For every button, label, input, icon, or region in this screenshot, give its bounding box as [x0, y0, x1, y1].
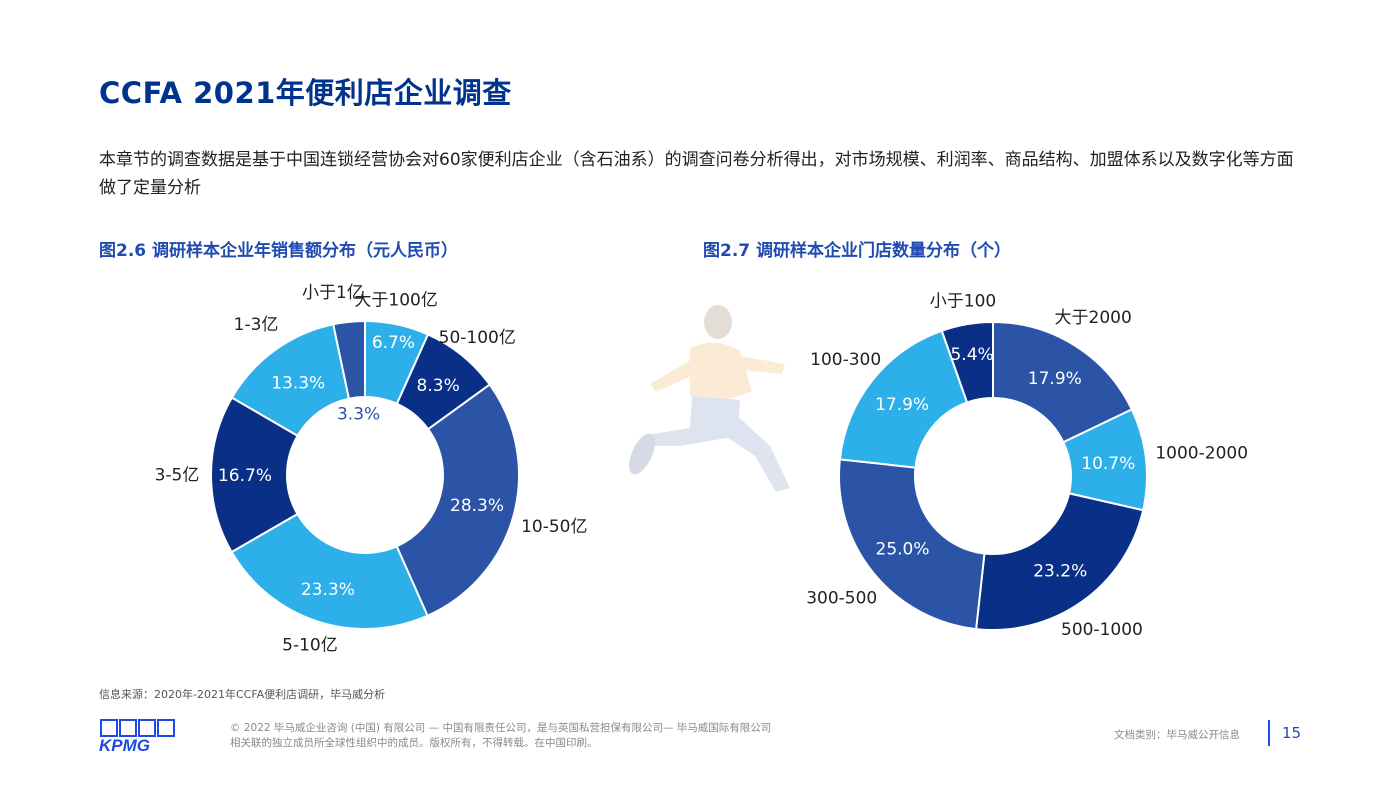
donut-slice [940, 320, 994, 404]
category-label: 小于1亿 [302, 283, 364, 303]
donut-slice [838, 329, 969, 469]
source-note: 信息来源：2020年-2021年CCFA便利店调研，毕马威分析 [99, 688, 386, 701]
data-label: 13.3% [271, 374, 325, 394]
data-label: 5.4% [950, 345, 993, 365]
data-label: 28.3% [450, 496, 504, 516]
category-label: 500-1000 [1061, 620, 1143, 640]
donut-slice [992, 320, 1134, 444]
category-label: 50-100亿 [439, 328, 516, 348]
category-label: 小于100 [930, 292, 996, 312]
category-label: 3-5亿 [155, 466, 200, 486]
data-label: 17.9% [875, 395, 929, 415]
category-label: 大于2000 [1055, 308, 1132, 328]
data-label: 16.7% [218, 466, 272, 486]
category-label: 1000-2000 [1155, 444, 1248, 464]
document-type: 文档类别：毕马威公开信息 [1114, 729, 1240, 741]
category-label: 300-500 [806, 588, 877, 608]
data-label: 8.3% [417, 376, 460, 396]
data-label: 10.7% [1081, 454, 1135, 474]
intro-paragraph: 本章节的调查数据是基于中国连锁经营协会对60家便利店企业（含石油系）的调查问卷分… [99, 150, 1294, 198]
svg-text:KPMG: KPMG [99, 736, 150, 754]
category-label: 100-300 [810, 350, 881, 370]
category-label: 1-3亿 [234, 315, 279, 335]
data-label: 25.0% [876, 540, 930, 560]
footer-line-2: 相关联的独立成员所全球性组织中的成员。版权所有，不得转载。在中国印刷。 [230, 737, 598, 749]
data-label: 6.7% [372, 333, 415, 353]
chart-title-stores: 图2.7 调研样本企业门店数量分布（个） [703, 241, 1012, 261]
page-number: 15 [1282, 724, 1302, 742]
category-label: 5-10亿 [282, 635, 338, 655]
data-label: 17.9% [1028, 369, 1082, 389]
data-label: 23.3% [301, 580, 355, 600]
data-label: 23.2% [1033, 562, 1087, 582]
donut-slice [838, 458, 986, 631]
donut-slice [332, 319, 366, 400]
donut-slice [395, 383, 520, 618]
running-person-illustration [629, 305, 790, 492]
chart-title-sales: 图2.6 调研样本企业年销售额分布（元人民币） [99, 241, 459, 261]
page-title: CCFA 2021年便利店企业调查 [99, 76, 512, 110]
data-label: 3.3% [337, 404, 380, 424]
footer-line-1: © 2022 毕马威企业咨询 (中国) 有限公司 — 中国有限责任公司，是与英国… [230, 722, 772, 734]
donut-slice [230, 512, 429, 630]
category-label: 10-50亿 [521, 517, 587, 537]
footer-copyright: © 2022 毕马威企业咨询 (中国) 有限公司 — 中国有限责任公司，是与英国… [230, 721, 771, 751]
kpmg-logo: KPMG [99, 719, 175, 754]
category-label: 大于100亿 [354, 291, 437, 311]
donut-slice [975, 492, 1145, 631]
footer-divider [1268, 720, 1270, 746]
